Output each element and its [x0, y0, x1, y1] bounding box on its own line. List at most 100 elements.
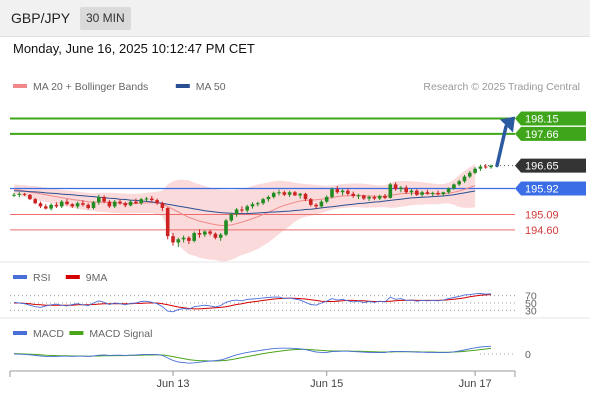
candle-body — [234, 209, 239, 215]
bollinger-band — [14, 164, 476, 262]
candle-body — [75, 203, 80, 207]
candle-body — [70, 204, 75, 207]
candle-body — [415, 190, 419, 195]
candle-body — [245, 206, 249, 211]
candle-body — [112, 201, 117, 207]
macd-tick-label: 0 — [525, 349, 531, 361]
candle-body — [134, 201, 138, 204]
candle-body — [303, 193, 308, 200]
candle-body — [128, 201, 133, 206]
legend-swatch-rsi-ma — [65, 275, 80, 279]
forecast-arrow-head — [500, 116, 515, 133]
resistance-label: 198.15 — [525, 114, 559, 126]
legend-label-rsi-ma: 9MA — [86, 272, 108, 284]
candle-body — [155, 200, 159, 204]
candle-body — [12, 194, 16, 196]
candle-body — [229, 214, 234, 221]
candle-body — [478, 166, 483, 169]
candle-body — [462, 176, 467, 182]
candle-body — [139, 199, 143, 204]
candle-body — [356, 195, 361, 197]
candle-body — [473, 168, 477, 173]
macd-line — [13, 345, 492, 364]
candle-body — [187, 237, 191, 241]
candle-body — [372, 196, 377, 199]
candle-body — [335, 189, 340, 193]
forecast-arrow — [495, 124, 508, 168]
candle-body — [107, 201, 112, 207]
candle-body — [351, 193, 355, 197]
candle-body — [224, 220, 228, 235]
candle-body — [54, 204, 59, 207]
candle-body — [468, 172, 472, 177]
candle-body — [65, 201, 69, 205]
candle-body — [208, 231, 212, 234]
candle-body — [298, 193, 302, 196]
legend-label-rsi: RSI — [33, 272, 51, 284]
candle-body — [203, 231, 207, 235]
candle-body — [118, 201, 122, 204]
ma50-line — [13, 190, 476, 215]
support-label: 194.60 — [525, 225, 559, 237]
rsi-tick-label: 50 — [525, 298, 537, 310]
candle-body — [150, 198, 154, 201]
candle-body — [277, 192, 281, 194]
legend-label-macd: MACD — [33, 328, 64, 340]
candle-body — [399, 187, 403, 190]
rsi-line — [13, 293, 492, 313]
candle-body — [430, 192, 435, 194]
legend-swatch-ma50 — [175, 84, 190, 88]
candle-body — [38, 203, 43, 207]
candle-body — [446, 188, 451, 193]
candle-body — [33, 199, 37, 204]
pivot-label-box — [515, 181, 586, 196]
rsi-ma-line — [14, 294, 492, 310]
macd-signal-line — [13, 347, 492, 362]
candle-body — [240, 209, 244, 211]
legend-label-macd-signal: MACD Signal — [89, 328, 152, 340]
candle-body — [261, 199, 265, 204]
candle-body — [457, 181, 461, 185]
candle-body — [49, 204, 53, 209]
chart-header: GBP/JPY 30 MIN — [0, 0, 590, 37]
candle-body — [452, 184, 456, 189]
candle-body — [160, 203, 165, 208]
candle-body — [404, 187, 408, 193]
resistance-label-box — [515, 126, 586, 141]
candle-body — [489, 165, 493, 168]
candle-body — [123, 203, 128, 206]
candle-body — [383, 196, 387, 198]
candle-body — [91, 202, 96, 208]
legend-swatch-rsi — [13, 275, 27, 279]
candle-body — [81, 203, 85, 205]
candle-body — [181, 237, 186, 240]
credit-text: Research © 2025 Trading Central — [423, 81, 580, 93]
legend-label-ma50: MA 50 — [196, 81, 226, 93]
rsi-tick-label: 30 — [525, 305, 537, 317]
candle-body — [197, 233, 202, 235]
timeframe-button[interactable]: 30 MIN — [80, 7, 131, 30]
legend-swatch-ma20 — [13, 84, 27, 88]
candle-body — [28, 194, 32, 200]
candle-body — [436, 192, 440, 195]
candle-body — [309, 199, 313, 205]
candle-body — [171, 236, 175, 243]
legend-swatch-macd-signal — [69, 331, 84, 335]
candle-body — [266, 196, 271, 200]
candle-body — [218, 234, 223, 238]
candle-body — [425, 192, 430, 194]
candle-body — [409, 190, 414, 193]
candle-body — [86, 204, 90, 208]
pivot-label: 195.92 — [525, 183, 559, 195]
x-tick-label: Jun 15 — [310, 378, 343, 390]
candle-body — [282, 192, 287, 195]
candle-body — [22, 193, 27, 195]
candle-body — [44, 206, 48, 209]
candle-body — [192, 233, 196, 241]
candle-body — [176, 239, 181, 243]
candle-body — [420, 192, 424, 195]
candle-body — [340, 190, 345, 193]
candle-body — [324, 196, 329, 202]
candle-body — [97, 196, 101, 203]
